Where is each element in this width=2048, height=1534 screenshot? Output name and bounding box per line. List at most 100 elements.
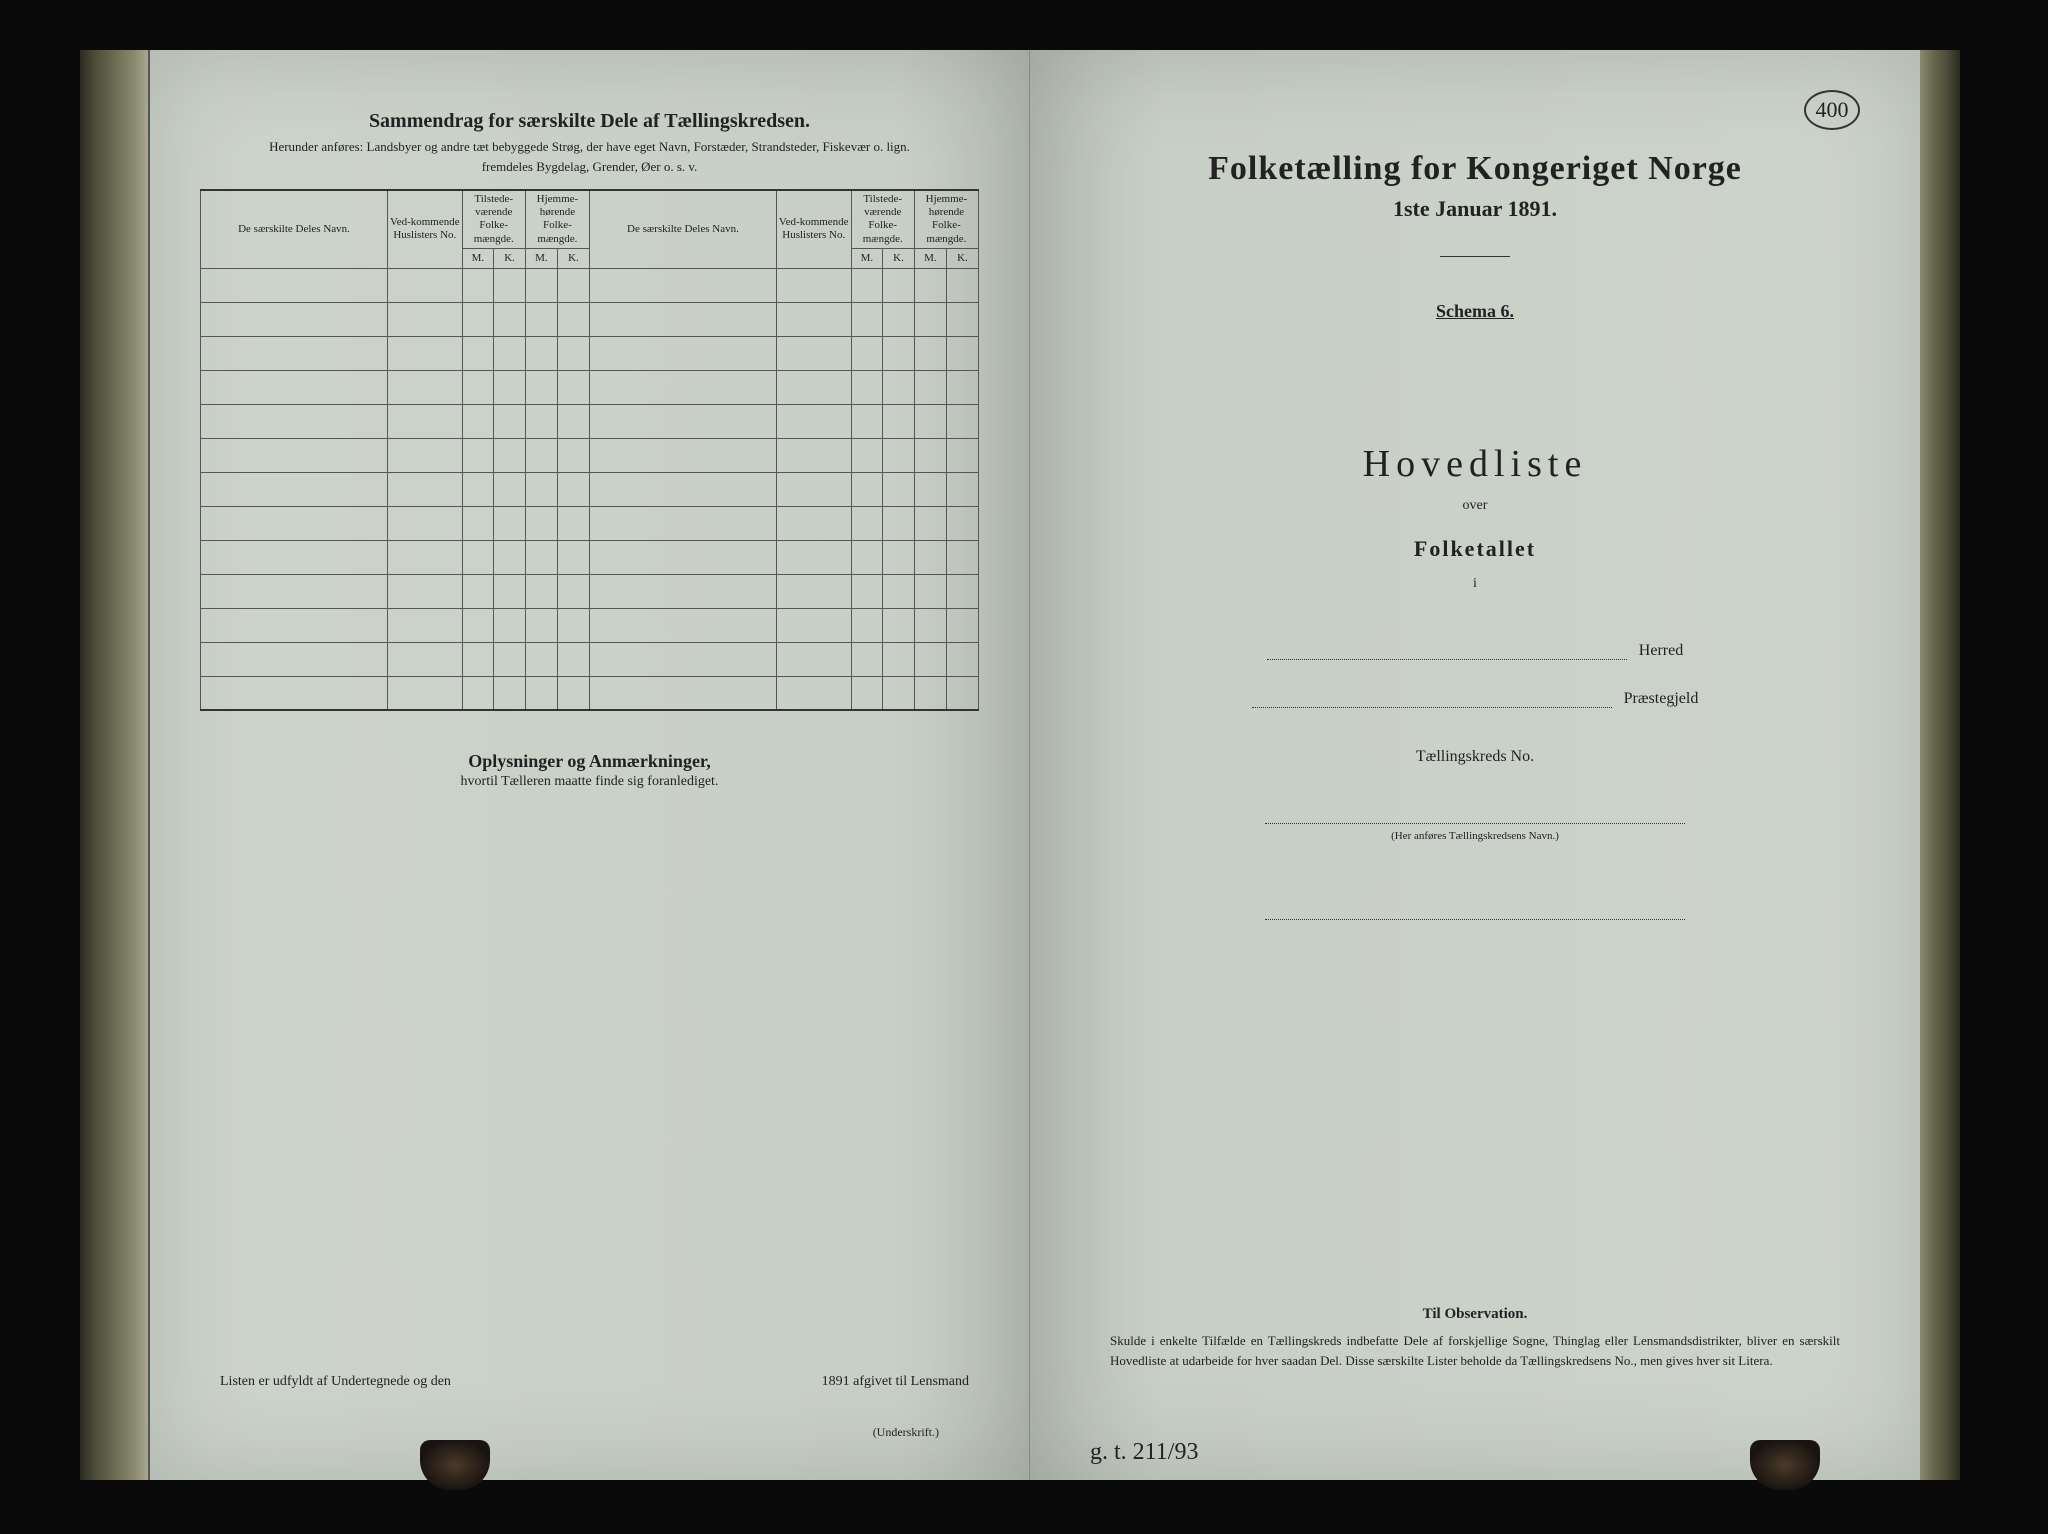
table-cell xyxy=(201,302,388,336)
table-cell xyxy=(462,370,494,404)
kreds-name-note: (Her anføres Tællingskredsens Navn.) xyxy=(1080,830,1870,842)
left-page-subtitle: Herunder anføres: Landsbyer og andre tæt… xyxy=(200,139,979,155)
table-cell xyxy=(462,268,494,302)
herred-row: Herred xyxy=(1080,642,1870,660)
table-cell xyxy=(525,608,557,642)
left-page-title: Sammendrag for særskilte Dele af Tælling… xyxy=(200,110,979,133)
sub-k: K. xyxy=(883,248,915,268)
table-cell xyxy=(914,404,946,438)
table-cell xyxy=(201,438,388,472)
table-cell xyxy=(776,574,851,608)
table-row xyxy=(201,540,979,574)
table-row xyxy=(201,336,979,370)
divider-line xyxy=(1440,256,1510,257)
table-cell xyxy=(201,608,388,642)
table-cell xyxy=(589,336,776,370)
table-cell xyxy=(557,438,589,472)
census-date: 1ste Januar 1891. xyxy=(1080,196,1870,222)
book-clip-icon xyxy=(1750,1440,1820,1490)
table-cell xyxy=(388,676,463,710)
table-cell xyxy=(776,676,851,710)
table-cell xyxy=(557,472,589,506)
table-cell xyxy=(494,404,526,438)
table-cell xyxy=(883,642,915,676)
table-cell xyxy=(525,642,557,676)
table-row xyxy=(201,302,979,336)
table-cell xyxy=(851,336,883,370)
table-cell xyxy=(525,302,557,336)
book-spine-left xyxy=(80,50,150,1480)
table-cell xyxy=(914,608,946,642)
extra-blank-line xyxy=(1265,902,1685,920)
table-cell xyxy=(462,540,494,574)
page-number: 400 xyxy=(1804,90,1860,130)
table-cell xyxy=(851,540,883,574)
table-cell xyxy=(589,540,776,574)
col-header-no-2: Ved-kommende Huslisters No. xyxy=(776,190,851,268)
footer-left: Listen er udfyldt af Undertegnede og den… xyxy=(220,1374,969,1390)
left-page-subtitle2: fremdeles Bygdelag, Grender, Øer o. s. v… xyxy=(200,159,979,175)
col-header-present-2: Tilstede-værende Folke-mængde. xyxy=(851,190,914,248)
table-cell xyxy=(388,608,463,642)
table-cell xyxy=(914,268,946,302)
table-cell xyxy=(946,404,978,438)
table-cell xyxy=(201,268,388,302)
sub-m: M. xyxy=(914,248,946,268)
table-cell xyxy=(851,506,883,540)
table-cell xyxy=(201,642,388,676)
col-header-no: Ved-kommende Huslisters No. xyxy=(388,190,463,268)
table-cell xyxy=(946,472,978,506)
table-cell xyxy=(589,608,776,642)
table-cell xyxy=(883,302,915,336)
sub-m: M. xyxy=(851,248,883,268)
i-label: i xyxy=(1080,576,1870,592)
table-cell xyxy=(462,404,494,438)
table-cell xyxy=(914,506,946,540)
table-cell xyxy=(557,540,589,574)
col-header-name-2: De særskilte Deles Navn. xyxy=(589,190,776,268)
table-cell xyxy=(776,268,851,302)
table-cell xyxy=(914,676,946,710)
table-cell xyxy=(525,540,557,574)
col-header-home: Hjemme-hørende Folke-mængde. xyxy=(525,190,589,248)
table-cell xyxy=(494,336,526,370)
table-cell xyxy=(883,608,915,642)
praestegjeld-label: Præstegjeld xyxy=(1624,690,1699,708)
table-cell xyxy=(851,404,883,438)
table-cell xyxy=(914,540,946,574)
table-cell xyxy=(946,676,978,710)
table-cell xyxy=(776,642,851,676)
table-cell xyxy=(589,438,776,472)
schema-label: Schema 6. xyxy=(1080,301,1870,322)
table-cell xyxy=(851,268,883,302)
handwritten-note: g. t. 211/93 xyxy=(1090,1439,1198,1466)
table-cell xyxy=(525,438,557,472)
table-cell xyxy=(462,472,494,506)
table-cell xyxy=(914,438,946,472)
hovedliste-heading: Hovedliste xyxy=(1080,442,1870,486)
table-cell xyxy=(494,302,526,336)
table-cell xyxy=(557,642,589,676)
book-clip-icon xyxy=(420,1440,490,1490)
table-cell xyxy=(946,608,978,642)
sub-k: K. xyxy=(494,248,526,268)
table-cell xyxy=(776,370,851,404)
table-cell xyxy=(494,642,526,676)
table-cell xyxy=(388,370,463,404)
notes-heading: Oplysninger og Anmærkninger, xyxy=(200,751,979,772)
table-cell xyxy=(946,370,978,404)
table-cell xyxy=(589,302,776,336)
table-cell xyxy=(946,438,978,472)
table-cell xyxy=(494,472,526,506)
table-cell xyxy=(883,370,915,404)
table-cell xyxy=(494,540,526,574)
table-cell xyxy=(557,268,589,302)
table-cell xyxy=(946,506,978,540)
table-cell xyxy=(883,574,915,608)
table-cell xyxy=(589,574,776,608)
book-spine-right xyxy=(1920,50,1960,1480)
over-label: over xyxy=(1080,498,1870,514)
table-row xyxy=(201,472,979,506)
table-cell xyxy=(914,370,946,404)
table-row xyxy=(201,574,979,608)
